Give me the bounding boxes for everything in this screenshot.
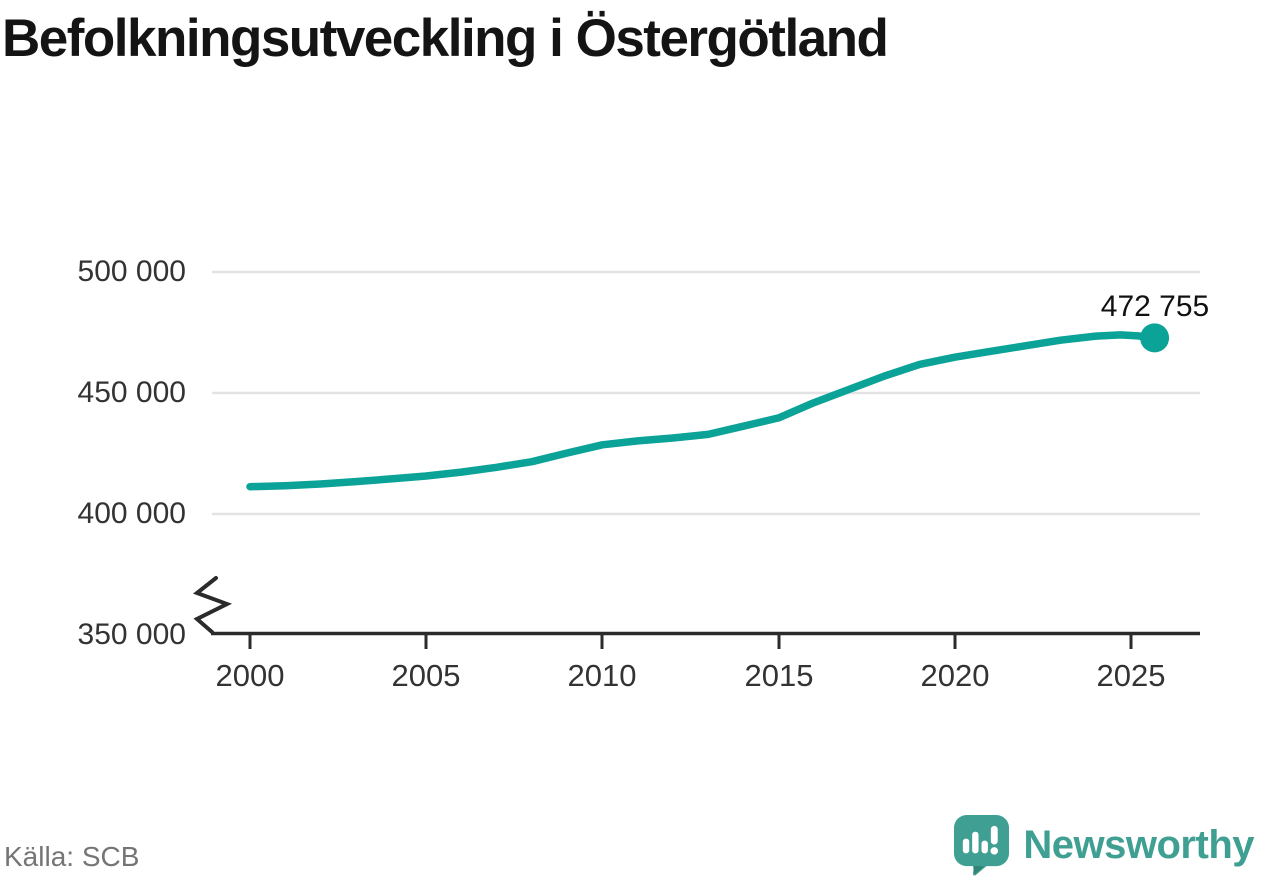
x-axis [192, 576, 1200, 649]
newsworthy-logo: Newsworthy [953, 813, 1254, 877]
y-tick-label: 350 000 [77, 618, 186, 651]
newsworthy-logo-icon [954, 815, 1010, 876]
y-tick-label: 400 000 [77, 497, 186, 530]
page-title: Befolkningsutveckling i Östergötland [2, 9, 889, 68]
x-tick-label: 2025 [1096, 658, 1166, 693]
end-point-dot [1140, 323, 1170, 353]
population-line [246, 331, 1159, 491]
y-tick-label: 500 000 [77, 255, 186, 288]
x-tick-label: 2005 [391, 658, 461, 693]
axis-break-icon [192, 576, 233, 634]
x-tick-label: 2000 [215, 658, 285, 693]
x-tick-label: 2010 [567, 658, 637, 693]
x-tick-label: 2020 [920, 658, 990, 693]
newsworthy-wordmark: Newsworthy [1023, 823, 1254, 867]
y-tick-label: 450 000 [77, 376, 186, 409]
x-tick-label: 2015 [744, 658, 814, 693]
gridlines [212, 270, 1200, 516]
end-value-label: 472 755 [1100, 290, 1210, 323]
source-note: Källa: SCB [4, 841, 140, 872]
